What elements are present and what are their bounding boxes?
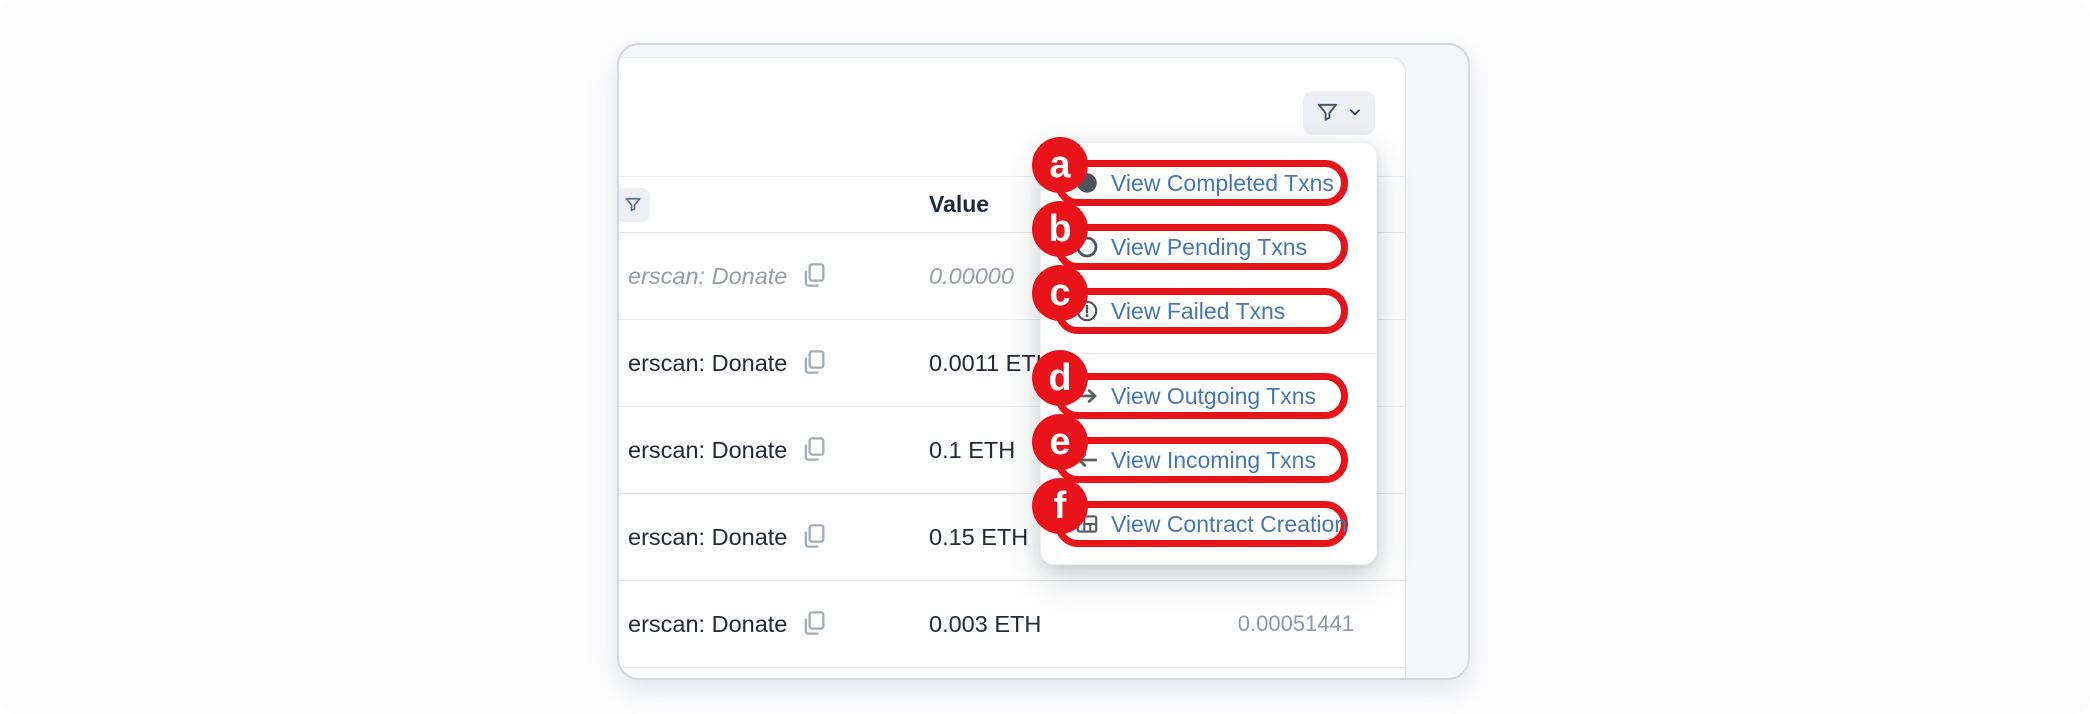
table-row: erscan: Donate 0.1 ETH: [619, 407, 1405, 494]
annotation-badge: f: [1032, 478, 1088, 534]
copy-icon: [799, 434, 829, 467]
table-row: erscan: Donate 0.003 ETH 0.00051441: [619, 581, 1405, 668]
address-name-tag: erscan: Donate: [628, 262, 788, 289]
funnel-icon: [624, 195, 642, 216]
name-cell: erscan: Donate: [628, 260, 929, 293]
chevron-down-icon: [1348, 105, 1362, 122]
copy-button[interactable]: [799, 260, 829, 293]
annotation-ring: View Completed Txns a: [1032, 137, 1348, 206]
annotation-badge: b: [1032, 201, 1088, 257]
address-name-tag: erscan: Donate: [628, 610, 788, 637]
value-cell: 0.1 ETH: [929, 436, 1016, 463]
name-cell: erscan: Donate: [628, 434, 929, 467]
table-row: erscan: Donate 0.15 ETH: [619, 494, 1405, 581]
value-cell: 0.003 ETH: [929, 610, 1042, 637]
screenshot-frame: Value erscan: Donate 0.00000 erscan: Don…: [617, 43, 1470, 680]
filter-dropdown-menu: View Completed Txns a View Pending Txns …: [1032, 137, 1377, 565]
annotation-ring: View Pending Txns b: [1032, 201, 1348, 270]
table-header-row: Value: [619, 176, 1405, 233]
column-filter-button[interactable]: [619, 188, 650, 222]
address-name-tag: erscan: Donate: [628, 436, 788, 463]
menu-item-view-contract-creation[interactable]: View Contract Creation f: [1032, 478, 1376, 556]
annotation-ring: View Failed Txns c: [1032, 265, 1348, 334]
card-toolbar: [619, 58, 1405, 176]
copy-button[interactable]: [799, 347, 829, 380]
annotation-badge: e: [1032, 414, 1088, 470]
annotation-badge: c: [1032, 265, 1088, 321]
txn-fee-cell: 0.00051441: [1237, 611, 1354, 636]
annotation-ring: View Contract Creation f: [1032, 478, 1348, 547]
copy-icon: [799, 608, 829, 641]
copy-icon: [799, 260, 829, 293]
name-cell: erscan: Donate: [628, 608, 929, 641]
menu-item-view-incoming-txns[interactable]: View Incoming Txns e: [1032, 414, 1376, 492]
annotation-badge: a: [1032, 137, 1088, 193]
address-name-tag: erscan: Donate: [628, 523, 788, 550]
annotation-ring: View Incoming Txns e: [1032, 414, 1348, 483]
value-cell: 0.15 ETH: [929, 523, 1029, 550]
copy-icon: [799, 347, 829, 380]
address-name-tag: erscan: Donate: [628, 349, 788, 376]
copy-icon: [799, 521, 829, 554]
table-body: erscan: Donate 0.00000 erscan: Donate: [619, 233, 1405, 668]
filter-dropdown-button[interactable]: [1303, 91, 1375, 135]
name-cell: erscan: Donate: [628, 347, 929, 380]
name-cell: erscan: Donate: [628, 521, 929, 554]
annotation-badge: d: [1032, 350, 1088, 406]
menu-item-view-pending-txns[interactable]: View Pending Txns b: [1032, 201, 1376, 279]
copy-button[interactable]: [799, 521, 829, 554]
table-row: erscan: Donate 0.00000: [619, 233, 1405, 320]
copy-button[interactable]: [799, 434, 829, 467]
menu-item-view-failed-txns[interactable]: View Failed Txns c: [1032, 265, 1376, 343]
annotation-ring: View Outgoing Txns d: [1032, 350, 1348, 419]
copy-button[interactable]: [799, 608, 829, 641]
menu-item-view-completed-txns[interactable]: View Completed Txns a: [1032, 137, 1376, 215]
menu-divider: [1041, 353, 1376, 354]
value-column-header: Value: [929, 191, 990, 217]
menu-item-view-outgoing-txns[interactable]: View Outgoing Txns d: [1032, 350, 1376, 428]
funnel-icon: [1316, 100, 1339, 126]
value-cell: 0.00000: [929, 262, 1014, 289]
